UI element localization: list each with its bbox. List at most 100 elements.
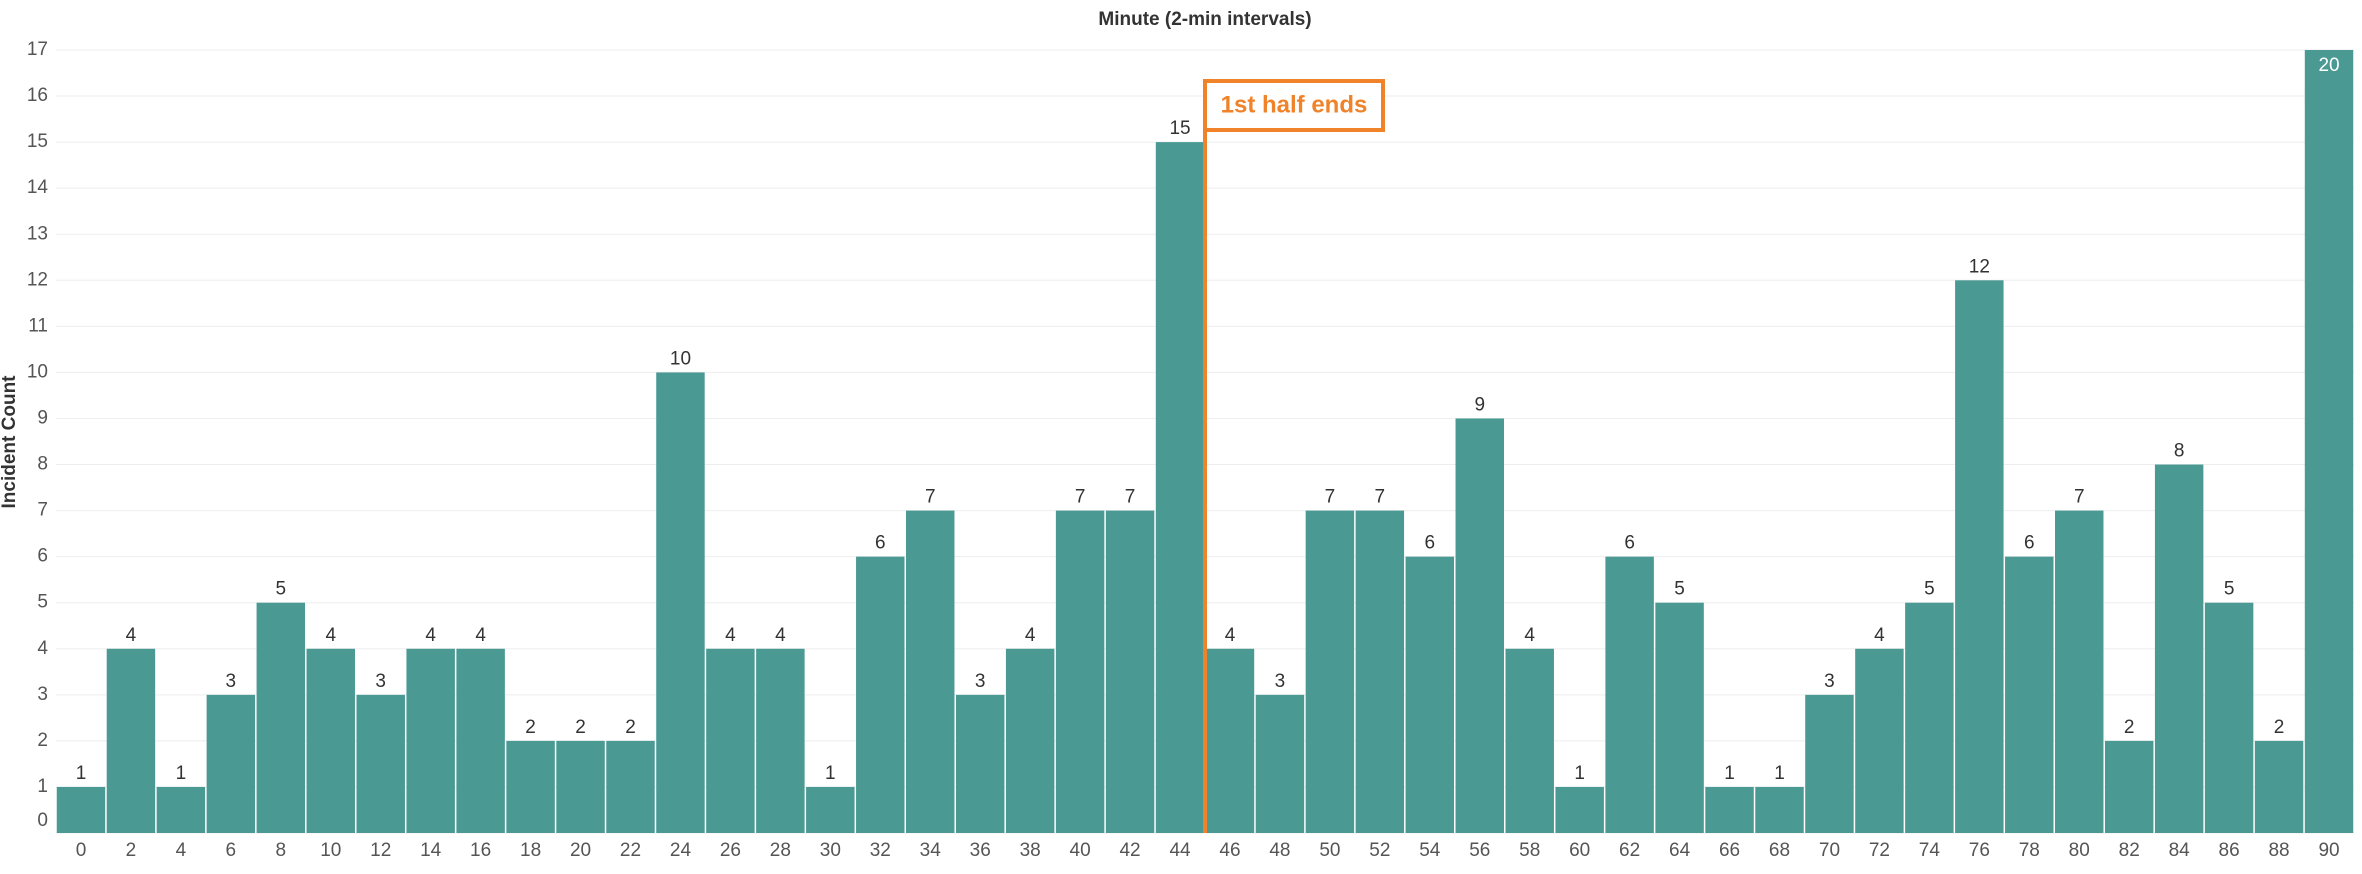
data-label: 4 <box>425 625 436 646</box>
data-label: 6 <box>1425 533 1436 554</box>
y-tick-label: 13 <box>27 223 48 244</box>
x-tick-label: 26 <box>720 840 741 861</box>
data-label: 3 <box>375 671 386 692</box>
bar <box>1105 510 1155 833</box>
data-label: 6 <box>2024 533 2035 554</box>
y-tick-label: 2 <box>37 730 48 751</box>
y-tick-label: 6 <box>37 546 48 567</box>
x-tick-label: 60 <box>1569 840 1590 861</box>
data-label: 2 <box>575 717 586 738</box>
x-tick-label: 32 <box>870 840 891 861</box>
x-tick-label: 56 <box>1469 840 1490 861</box>
y-tick-label: 17 <box>27 39 48 60</box>
bar <box>556 740 605 833</box>
data-label: 1 <box>76 763 87 784</box>
bar <box>1455 418 1504 833</box>
bar <box>306 648 355 833</box>
x-tick-label: 76 <box>1969 840 1990 861</box>
bar <box>606 740 655 833</box>
data-label: 6 <box>875 533 886 554</box>
bar <box>1055 510 1105 833</box>
data-label: 4 <box>725 625 736 646</box>
x-tick-label: 34 <box>920 840 942 861</box>
y-tick-label: 8 <box>37 454 48 475</box>
bar <box>856 556 905 833</box>
data-label: 12 <box>1969 256 1990 277</box>
x-tick-label: 70 <box>1819 840 1840 861</box>
data-label: 2 <box>2274 717 2285 738</box>
bar <box>2055 510 2104 833</box>
x-tick-label: 90 <box>2318 840 2339 861</box>
bar <box>1155 142 1205 833</box>
y-axis-label: Incident Count <box>0 375 20 509</box>
y-tick-label: 9 <box>37 407 48 428</box>
data-label: 4 <box>475 625 486 646</box>
y-tick-label: 15 <box>27 131 48 152</box>
x-tick-label: 20 <box>570 840 591 861</box>
x-tick-label: 6 <box>226 840 237 861</box>
data-label: 5 <box>2224 579 2235 600</box>
x-tick-label: 80 <box>2069 840 2090 861</box>
y-tick-label: 10 <box>27 361 48 382</box>
x-tick-label: 30 <box>820 840 841 861</box>
data-label: 4 <box>1524 625 1535 646</box>
bar <box>56 786 106 833</box>
bar <box>1505 648 1554 833</box>
y-tick-label: 1 <box>37 776 48 797</box>
x-tick-label: 28 <box>770 840 791 861</box>
x-tick-label: 42 <box>1119 840 1140 861</box>
data-label: 7 <box>1375 487 1386 508</box>
x-tick-label: 86 <box>2219 840 2240 861</box>
data-label: 5 <box>276 579 287 600</box>
bar <box>656 372 705 833</box>
data-label: 20 <box>2318 55 2339 76</box>
bar <box>756 648 805 833</box>
y-tick-label: 4 <box>37 638 48 659</box>
data-label: 1 <box>825 763 836 784</box>
x-tick-label: 88 <box>2268 840 2289 861</box>
x-tick-label: 10 <box>320 840 341 861</box>
x-tick-label: 74 <box>1919 840 1941 861</box>
x-tick-label: 24 <box>670 840 692 861</box>
data-label: 6 <box>1624 533 1635 554</box>
bar <box>106 648 156 833</box>
y-tick-label: 0 <box>37 810 48 831</box>
x-tick-label: 4 <box>176 840 187 861</box>
y-tick-label: 5 <box>37 592 48 613</box>
data-label: 9 <box>1474 394 1485 415</box>
bar <box>1555 786 1604 833</box>
bar <box>2304 50 2354 833</box>
bar <box>1405 556 1455 833</box>
bar <box>1255 694 1305 833</box>
x-tick-label: 8 <box>276 840 287 861</box>
x-tick-label: 58 <box>1519 840 1540 861</box>
bar <box>1305 510 1355 833</box>
bar <box>1005 648 1055 833</box>
annotation-box <box>1203 79 1385 132</box>
bar <box>706 648 755 833</box>
data-label: 5 <box>1924 579 1935 600</box>
data-label: 7 <box>2074 487 2085 508</box>
data-label: 1 <box>1574 763 1585 784</box>
y-tick-label: 7 <box>37 500 48 521</box>
bar <box>456 648 505 833</box>
bar <box>406 648 455 833</box>
data-label: 2 <box>525 717 536 738</box>
bar <box>206 694 256 833</box>
data-label: 7 <box>925 487 936 508</box>
data-label: 2 <box>2124 717 2135 738</box>
x-tick-label: 46 <box>1219 840 1240 861</box>
data-label: 7 <box>1325 487 1336 508</box>
data-label: 7 <box>1075 487 1086 508</box>
bar <box>256 602 306 833</box>
data-label: 8 <box>2174 441 2185 462</box>
x-tick-label: 82 <box>2119 840 2140 861</box>
annotation-text: 1st half ends <box>1221 91 1368 118</box>
x-tick-label: 48 <box>1269 840 1290 861</box>
bar <box>1655 602 1704 833</box>
bar <box>1705 786 1754 833</box>
bar <box>2154 464 2204 833</box>
x-tick-label: 36 <box>970 840 991 861</box>
bar <box>1605 556 1654 833</box>
x-tick-label: 84 <box>2169 840 2191 861</box>
